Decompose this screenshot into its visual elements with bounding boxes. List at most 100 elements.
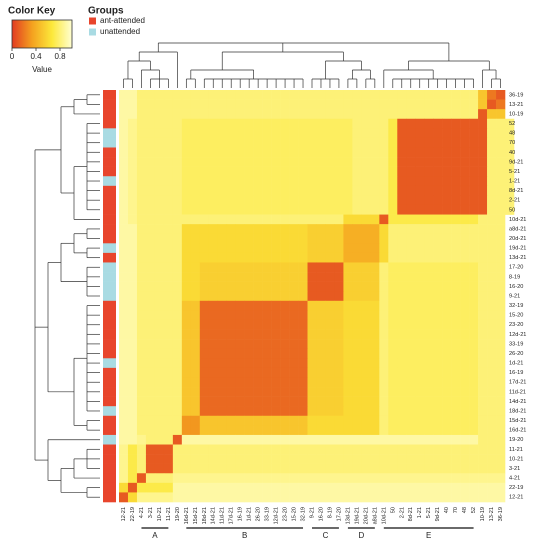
heatmap-cell (163, 272, 174, 282)
heatmap-cell (127, 272, 138, 282)
color-key-swatch (52, 20, 54, 48)
heatmap-cell (253, 454, 263, 464)
heatmap-cell (451, 444, 461, 455)
heatmap-cell (460, 291, 470, 302)
heatmap-cell (172, 185, 183, 196)
row-label: 16-19 (509, 370, 523, 376)
heatmap-cell (379, 329, 389, 340)
heatmap-cell (388, 99, 398, 110)
heatmap-cell (181, 482, 192, 493)
heatmap-cell (280, 214, 290, 225)
heatmap-cell (199, 473, 210, 484)
heatmap-cell (334, 272, 344, 282)
heatmap-cell (280, 434, 290, 445)
heatmap-cell (352, 473, 362, 484)
heatmap-cell (487, 243, 497, 254)
heatmap-cell (406, 348, 416, 359)
heatmap-cell (370, 300, 380, 311)
heatmap-cell (415, 195, 425, 206)
heatmap-cell (181, 252, 192, 263)
heatmap-cell (325, 224, 335, 235)
heatmap-cell (370, 99, 380, 110)
group-strip-cell (103, 463, 116, 474)
heatmap-cell (406, 492, 416, 503)
color-key-title: Color Key (8, 6, 56, 17)
heatmap-cell (433, 137, 443, 148)
heatmap-cell (280, 473, 290, 484)
heatmap-cell (334, 377, 344, 388)
heatmap-cell (406, 185, 416, 196)
heatmap-cell (145, 406, 156, 417)
heatmap-cell (334, 454, 344, 464)
row-label: 10-21 (509, 456, 523, 462)
heatmap-cell (388, 176, 398, 187)
heatmap-cell (172, 463, 183, 474)
heatmap-cell (289, 319, 299, 330)
heatmap-cell (208, 185, 219, 196)
heatmap-cell (325, 358, 335, 369)
heatmap-cell (280, 300, 290, 311)
heatmap-cell (415, 185, 425, 196)
heatmap-cell (136, 214, 147, 225)
heatmap-cell (451, 329, 461, 340)
heatmap-cell (334, 473, 344, 484)
heatmap-cell (478, 128, 488, 139)
heatmap-cell (271, 166, 281, 177)
heatmap-cell (280, 176, 290, 187)
heatmap-cell (217, 444, 228, 455)
heatmap-cell (496, 358, 506, 369)
heatmap-cell (280, 128, 290, 139)
heatmap-cell (388, 90, 398, 100)
heatmap-cell (271, 434, 281, 445)
heatmap-cell (136, 262, 147, 273)
column-label: 23-20 (283, 507, 289, 521)
heatmap-cell (199, 252, 210, 263)
heatmap-cell (199, 109, 210, 120)
heatmap-cell (388, 367, 398, 378)
heatmap-cell (172, 387, 183, 397)
heatmap-cell (298, 204, 308, 215)
heatmap-cell (352, 348, 362, 359)
heatmap-cell (388, 157, 398, 167)
heatmap-cell (271, 195, 281, 206)
heatmap-cell (253, 243, 263, 254)
heatmap-cell (262, 291, 272, 302)
heatmap-cell (253, 272, 263, 282)
heatmap-cell (199, 157, 210, 167)
heatmap-cell (298, 492, 308, 503)
heatmap-cell (469, 99, 479, 110)
heatmap-cell (406, 109, 416, 120)
heatmap-cell (343, 377, 353, 388)
heatmap-cell (217, 195, 228, 206)
cluster-label: A (152, 531, 158, 540)
heatmap-cell (226, 358, 236, 369)
column-label: 70 (453, 507, 459, 513)
heatmap-cell (172, 377, 183, 388)
heatmap-cell (172, 310, 183, 321)
heatmap-cell (343, 444, 353, 455)
heatmap-cell (127, 195, 138, 206)
heatmap-cell (136, 272, 147, 282)
heatmap-cell (163, 454, 174, 464)
heatmap-cell (217, 90, 228, 100)
color-key-swatch (31, 20, 33, 48)
heatmap-cell (325, 454, 335, 464)
heatmap-cell (496, 444, 506, 455)
heatmap-cell (298, 118, 308, 129)
heatmap-cell (235, 128, 245, 139)
heatmap-cell (451, 262, 461, 273)
heatmap-cell (217, 128, 228, 139)
heatmap-cell (271, 387, 281, 397)
heatmap-cell (271, 367, 281, 378)
heatmap-cell (352, 377, 362, 388)
heatmap-cell (460, 463, 470, 474)
heatmap-cell (334, 281, 344, 292)
heatmap-cell (289, 195, 299, 206)
heatmap-cell (119, 291, 129, 302)
group-strip-cell (103, 310, 116, 321)
heatmap-cell (451, 195, 461, 206)
heatmap-cell (199, 147, 210, 158)
heatmap-cell (307, 157, 317, 167)
heatmap-cell (496, 377, 506, 388)
heatmap-cell (487, 252, 497, 263)
